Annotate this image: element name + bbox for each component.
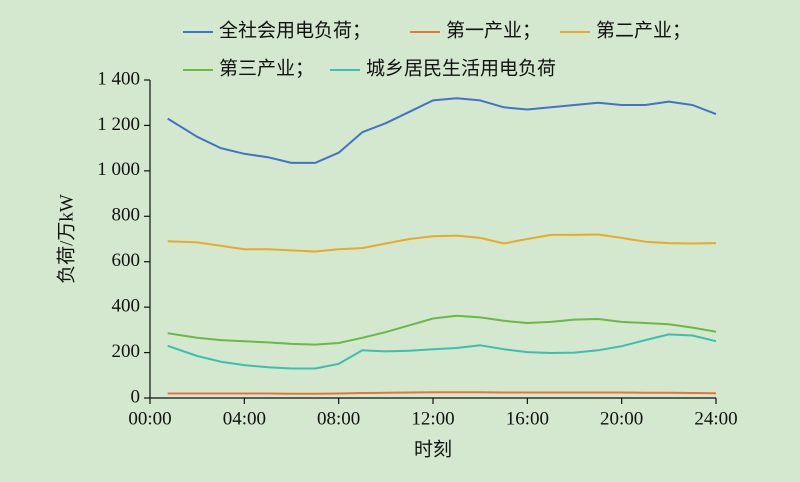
y-tick-label: 800 — [112, 205, 141, 226]
series-line — [167, 97, 717, 164]
legend-label: 第三产业； — [219, 57, 314, 79]
x-tick-label: 24:00 — [694, 408, 737, 429]
series-line — [167, 391, 717, 395]
legend-label: 城乡居民生活用电负荷 — [366, 57, 556, 79]
series-line — [167, 233, 717, 253]
series-line — [167, 333, 717, 370]
y-tick-label: 1 000 — [97, 159, 140, 180]
x-tick-label: 08:00 — [317, 408, 360, 429]
y-tick-label: 0 — [131, 386, 141, 407]
legend-label: 全社会用电负荷； — [219, 19, 371, 41]
x-tick-label: 12:00 — [411, 408, 454, 429]
legend-label: 第二产业； — [596, 19, 691, 41]
x-tick-label: 00:00 — [128, 408, 171, 429]
y-tick-label: 400 — [112, 296, 141, 317]
legend-label: 第一产业； — [446, 19, 541, 41]
x-tick-label: 20:00 — [600, 408, 643, 429]
y-tick-label: 1 400 — [97, 68, 140, 89]
y-axis-label: 负荷/万kW — [55, 194, 77, 284]
y-tick-label: 1 200 — [97, 114, 140, 135]
y-tick-label: 200 — [112, 341, 141, 362]
y-tick-label: 600 — [112, 250, 141, 271]
x-tick-label: 16:00 — [506, 408, 549, 429]
x-tick-label: 04:00 — [223, 408, 266, 429]
x-axis-label: 时刻 — [414, 438, 452, 460]
series-line — [167, 314, 717, 346]
